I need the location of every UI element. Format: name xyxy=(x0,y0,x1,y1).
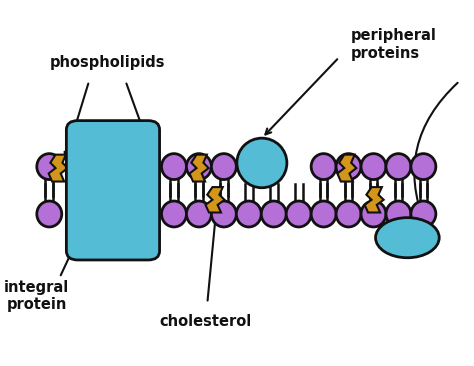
Ellipse shape xyxy=(186,154,211,180)
Text: cholesterol: cholesterol xyxy=(159,314,251,329)
Ellipse shape xyxy=(237,138,287,188)
Ellipse shape xyxy=(411,154,436,180)
Ellipse shape xyxy=(37,201,62,227)
Ellipse shape xyxy=(336,201,361,227)
Polygon shape xyxy=(206,187,225,213)
Ellipse shape xyxy=(361,154,386,180)
Ellipse shape xyxy=(237,201,261,227)
Text: integral
protein: integral protein xyxy=(4,280,69,312)
Ellipse shape xyxy=(375,218,439,258)
Ellipse shape xyxy=(311,154,336,180)
FancyBboxPatch shape xyxy=(66,121,160,260)
Ellipse shape xyxy=(386,201,411,227)
Ellipse shape xyxy=(261,201,286,227)
Polygon shape xyxy=(49,155,68,182)
Ellipse shape xyxy=(186,201,211,227)
Ellipse shape xyxy=(162,154,186,180)
Ellipse shape xyxy=(336,154,361,180)
Polygon shape xyxy=(337,155,356,182)
Ellipse shape xyxy=(162,201,186,227)
Ellipse shape xyxy=(37,154,62,180)
Ellipse shape xyxy=(411,201,436,227)
Ellipse shape xyxy=(211,201,237,227)
Polygon shape xyxy=(365,187,383,213)
Ellipse shape xyxy=(211,154,237,180)
Text: peripheral
proteins: peripheral proteins xyxy=(351,28,437,61)
Text: phospholipids: phospholipids xyxy=(50,55,165,70)
Ellipse shape xyxy=(286,201,311,227)
Ellipse shape xyxy=(311,201,336,227)
Ellipse shape xyxy=(386,154,411,180)
Ellipse shape xyxy=(361,201,386,227)
Polygon shape xyxy=(190,155,209,182)
